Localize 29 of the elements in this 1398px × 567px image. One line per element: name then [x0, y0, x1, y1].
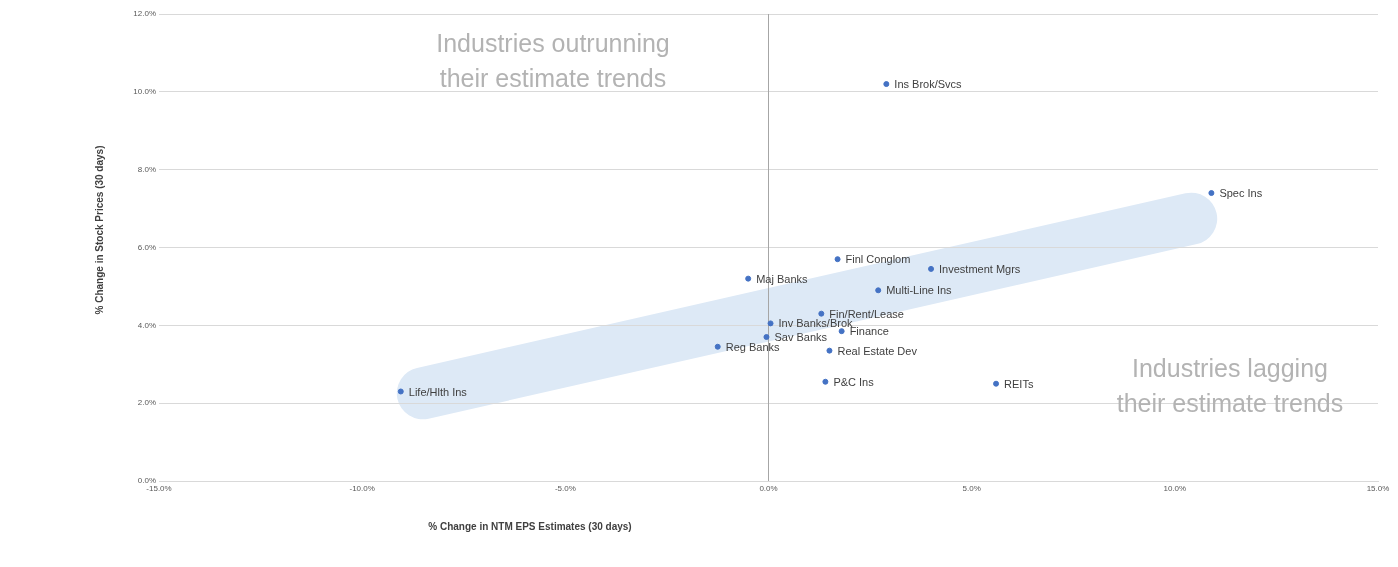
annotation: Ins Brok/Svcs — [894, 78, 963, 91]
x-tick-label: 0.0% — [759, 484, 778, 493]
x-tick-label: 10.0% — [1163, 484, 1187, 493]
x-tick-label: -10.0% — [349, 484, 375, 493]
x-tick-label: -15.0% — [146, 484, 172, 493]
x-axis-title: % Change in NTM EPS Estimates (30 days) — [428, 520, 632, 532]
y-tick-label: 4.0% — [137, 320, 156, 330]
y-tick-label: 6.0% — [137, 242, 156, 252]
annotation: Investment Mgrs — [939, 262, 1021, 275]
annotation: Real Estate Dev — [837, 344, 918, 357]
y-axis-title: % Change in Stock Prices (30 days) — [93, 145, 105, 315]
annotation: Life/Hlth Ins — [408, 385, 468, 398]
annotation: Fin/Rent/Lease — [829, 307, 904, 320]
annotation: REITs — [1004, 377, 1034, 390]
x-tick-label: 5.0% — [962, 484, 981, 493]
annotation: P&C Ins — [833, 375, 875, 388]
y-tick-label: 0.0% — [137, 476, 156, 486]
x-tick-label: -5.0% — [554, 484, 576, 493]
x-tick-label: 15.0% — [1366, 484, 1390, 493]
y-tick-label: 2.0% — [137, 398, 156, 408]
annotation: Spec Ins — [1219, 187, 1263, 200]
annotation: Maj Banks — [756, 272, 809, 285]
annotation: Industries lagging their estimate trends — [1116, 353, 1344, 417]
annotation: Finl Conglom — [845, 253, 911, 266]
y-tick-label: 8.0% — [137, 164, 156, 174]
annotation: Industries outrunning their estimate trends — [436, 28, 670, 92]
annotation: Multi-Line Ins — [886, 284, 953, 297]
y-tick-label: 12.0% — [133, 9, 156, 19]
y-tick-label: 10.0% — [133, 87, 156, 97]
